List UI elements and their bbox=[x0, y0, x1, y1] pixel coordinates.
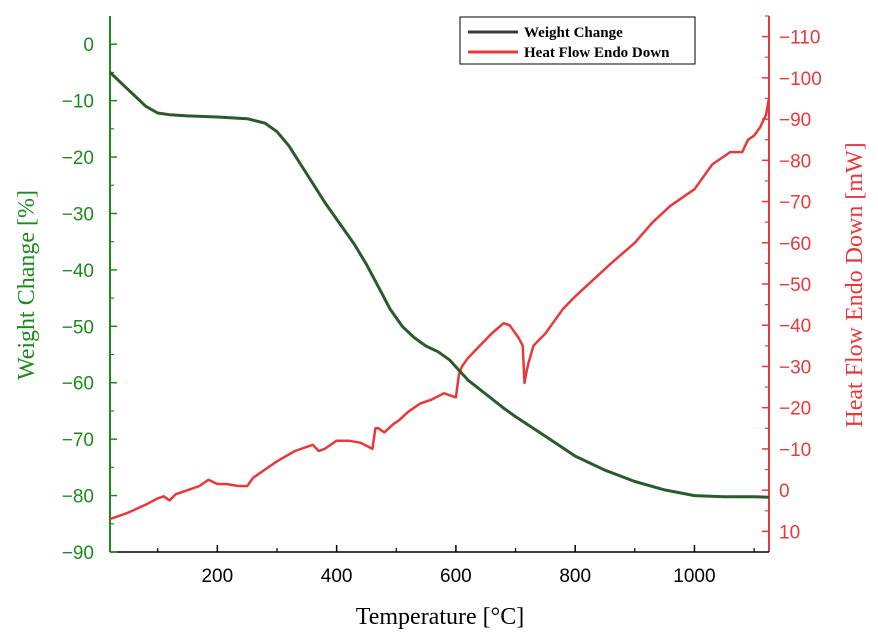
right-axis-ticks: 10 0 −10 −20 −30 −40 −50 −60 −70 −80 −90 −100 −110 bbox=[762, 15, 822, 543]
left-tick-label: −20 bbox=[62, 148, 94, 169]
right-tick-label: −50 bbox=[779, 275, 811, 296]
right-tick-label: −20 bbox=[779, 399, 811, 420]
left-tick-label: −30 bbox=[62, 204, 94, 225]
x-tick-label: 1000 bbox=[673, 566, 715, 587]
right-tick-label: −10 bbox=[779, 440, 811, 461]
legend-heat-label: Heat Flow Endo Down bbox=[524, 45, 670, 61]
left-tick-label: −70 bbox=[62, 430, 94, 451]
right-tick-label: −90 bbox=[779, 110, 811, 131]
legend: Weight Change Heat Flow Endo Down bbox=[459, 16, 696, 65]
x-axis-ticks: 200 400 600 800 1000 bbox=[157, 545, 755, 587]
x-tick-label: 600 bbox=[440, 566, 472, 587]
right-tick-label: −60 bbox=[779, 234, 811, 255]
right-tick-label: 0 bbox=[779, 481, 790, 502]
right-tick-label: −40 bbox=[779, 316, 811, 337]
left-tick-label: −50 bbox=[62, 317, 94, 338]
left-tick-label: −90 bbox=[62, 543, 94, 564]
heat-flow-line bbox=[109, 98, 771, 521]
right-tick-label: −30 bbox=[779, 357, 811, 378]
right-tick-label: −70 bbox=[779, 193, 811, 214]
right-tick-label: −80 bbox=[779, 151, 811, 172]
right-tick-label: −100 bbox=[779, 69, 822, 90]
left-axis-ticks: 0 −10 −20 −30 −40 −50 −60 −70 −80 −90 bbox=[62, 35, 117, 564]
legend-weight-label: Weight Change bbox=[524, 25, 623, 41]
left-tick-label: −80 bbox=[62, 487, 94, 508]
x-tick-label: 200 bbox=[201, 566, 233, 587]
left-tick-label: −60 bbox=[62, 374, 94, 395]
weight-change-line bbox=[108, 71, 770, 499]
x-axis-title: Temperature [°C] bbox=[356, 604, 525, 630]
legend-box bbox=[459, 16, 696, 65]
left-tick-label: −10 bbox=[62, 92, 94, 113]
right-tick-label: −110 bbox=[779, 28, 820, 49]
left-tick-label: −40 bbox=[62, 261, 94, 282]
left-tick-label: 0 bbox=[83, 35, 94, 56]
right-axis-title: Heat Flow Endo Down [mW] bbox=[842, 142, 868, 427]
right-tick-label: 10 bbox=[779, 522, 800, 543]
x-tick-label: 400 bbox=[321, 566, 353, 587]
left-axis-title: Weight Change [%] bbox=[14, 190, 40, 380]
x-tick-label: 800 bbox=[559, 566, 591, 587]
